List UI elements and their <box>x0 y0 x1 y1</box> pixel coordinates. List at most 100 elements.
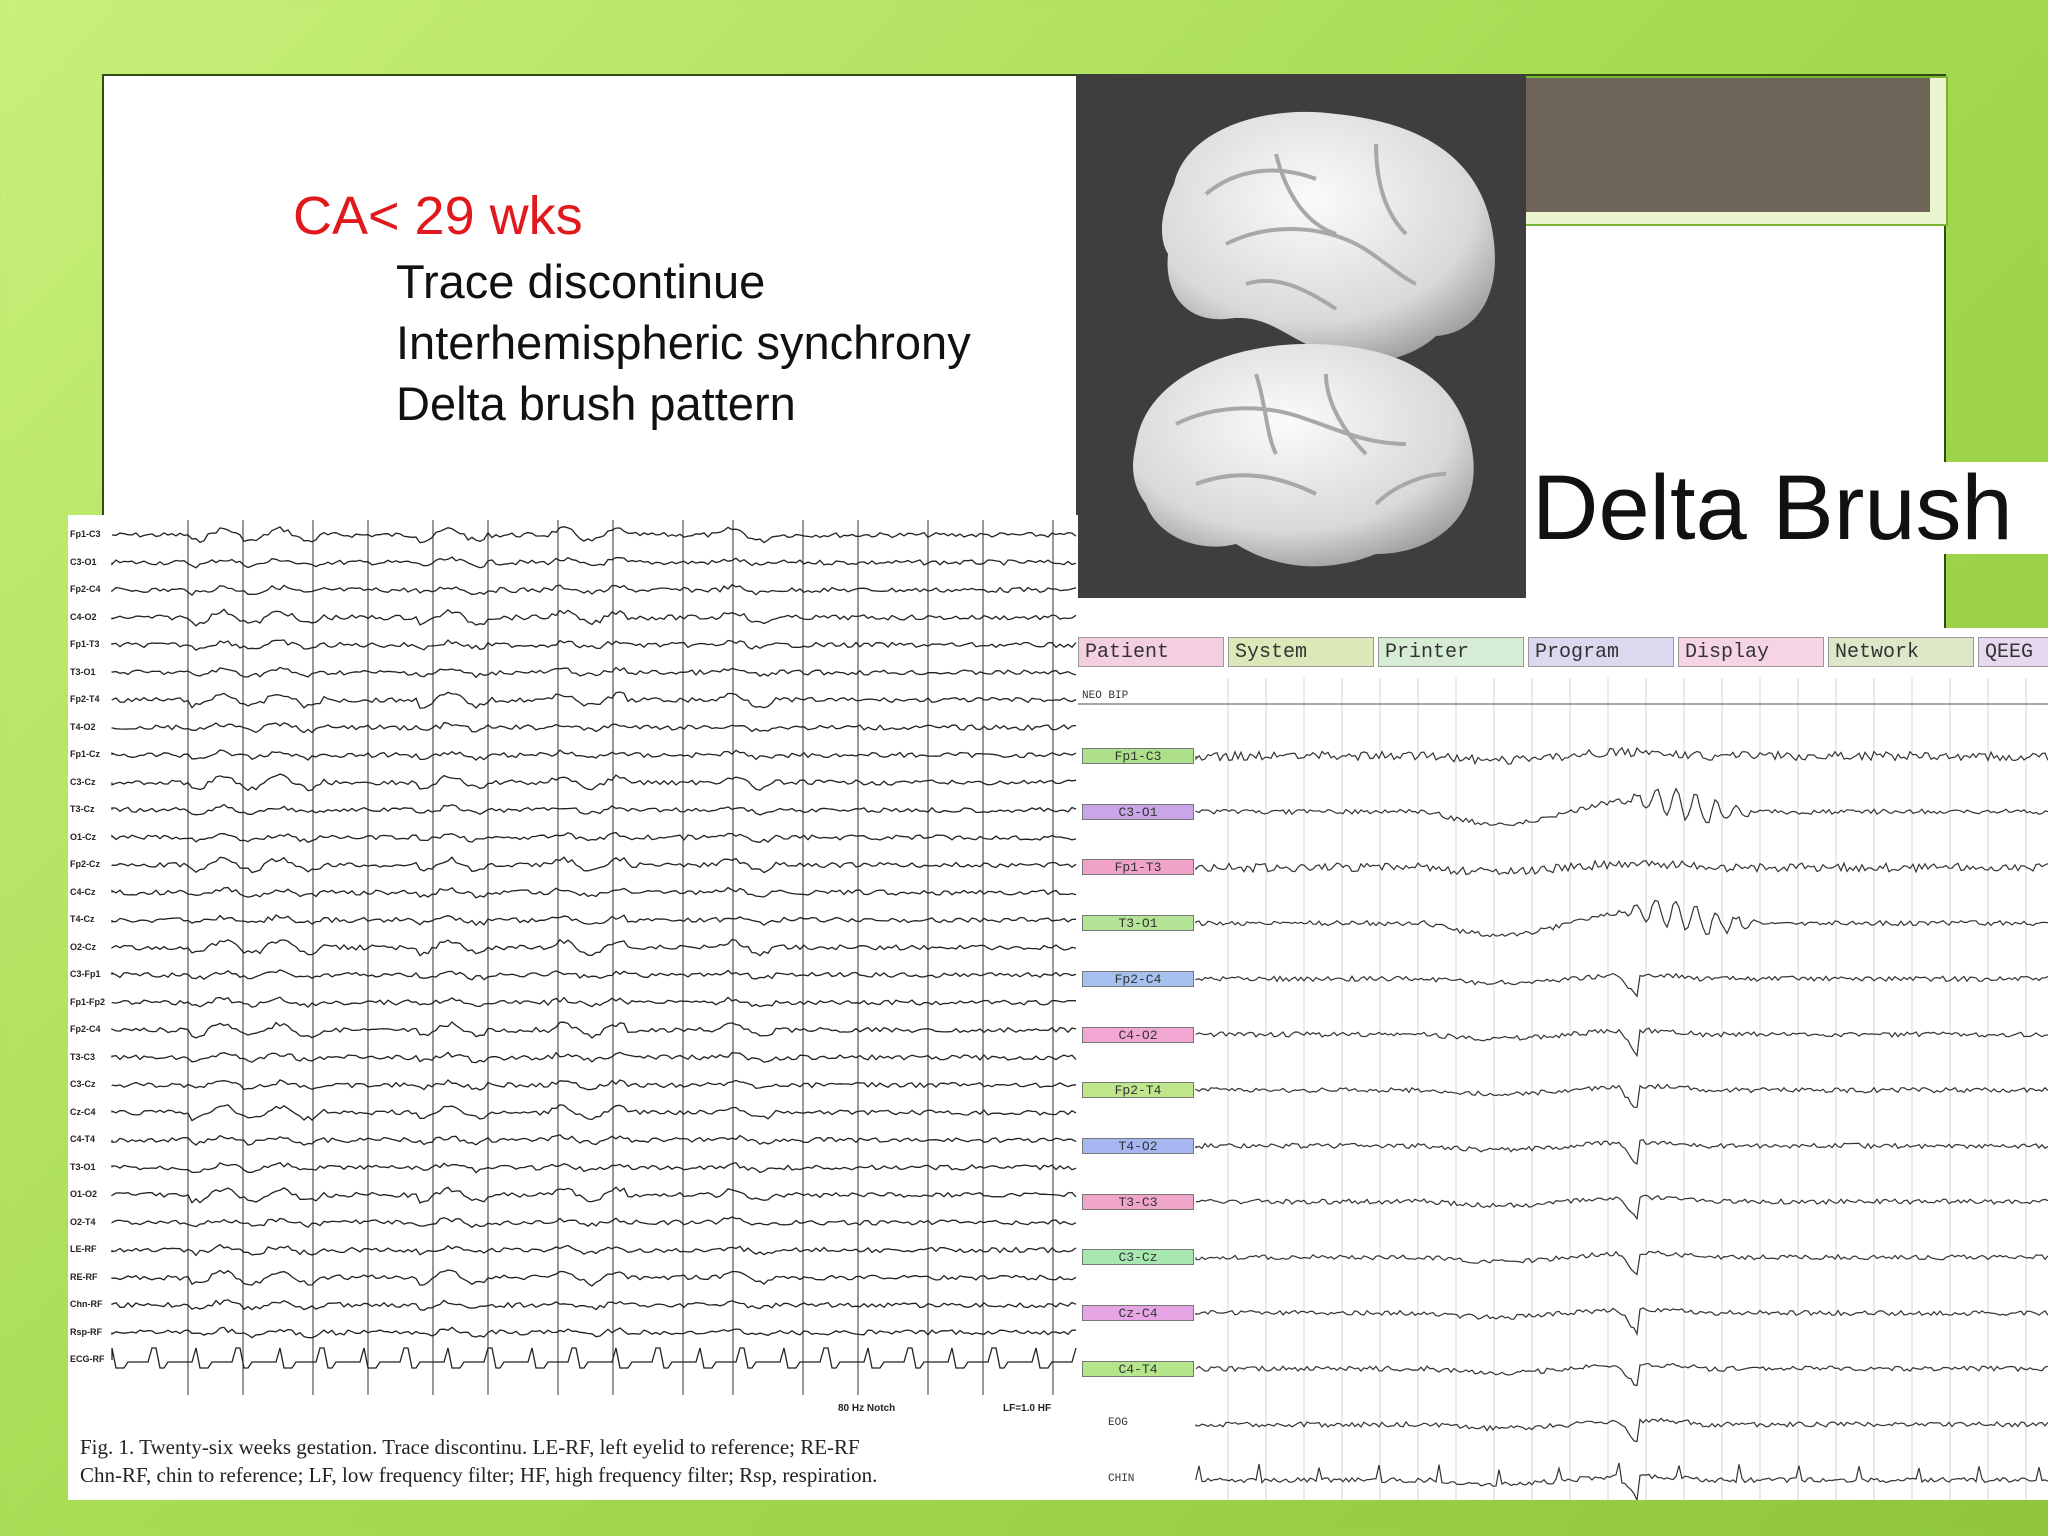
right-channel-label-c4-o2: C4-O2 <box>1082 1026 1194 1043</box>
left-trace-fp2-c4 <box>111 1021 1077 1039</box>
left-trace-o2-t4 <box>111 1216 1077 1229</box>
left-channel-label-fp1-c3: Fp1-C3 <box>70 529 101 539</box>
left-trace-t4-o2 <box>111 721 1077 734</box>
left-trace-o1-o2 <box>111 1186 1077 1204</box>
brain-illustration <box>1133 111 1495 567</box>
left-channel-label-ecg-rf: ECG-RF <box>70 1354 105 1364</box>
right-channel-label-t4-o2: T4-O2 <box>1082 1137 1194 1154</box>
left-trace-rsp-rf <box>111 1326 1076 1339</box>
left-trace-c3-fp1 <box>111 969 1077 981</box>
right-channel-label-c3-cz: C3-Cz <box>1082 1249 1194 1266</box>
left-trace-t3-cz <box>111 803 1077 816</box>
left-trace-fp1-cz <box>111 749 1077 761</box>
left-trace-c4-o2 <box>111 608 1077 627</box>
left-channel-label-fp2-c4: Fp2-C4 <box>70 1024 101 1034</box>
left-trace-c3-cz <box>111 1079 1077 1091</box>
menu-tab-qeeg[interactable]: QEEG <box>1978 637 2048 667</box>
right-channel-label-fp1-t3: Fp1-T3 <box>1082 859 1194 876</box>
left-channel-label-fp2-t4: Fp2-T4 <box>70 694 100 704</box>
menu-tab-printer[interactable]: Printer <box>1378 637 1524 667</box>
montage-label: NEO BIP <box>1082 690 1129 702</box>
left-channel-label-fp1-fp2: Fp1-Fp2 <box>70 996 105 1007</box>
left-channel-label-fp1-cz: Fp1-Cz <box>70 749 100 759</box>
left-channel-label-c4-cz: C4-Cz <box>70 886 96 897</box>
right-trace-eog <box>1195 1417 2048 1443</box>
left-channel-label-fp2-c4: Fp2-C4 <box>70 584 101 594</box>
left-trace-le-rf <box>111 1243 1077 1257</box>
left-trace-t3-o1 <box>111 666 1077 679</box>
left-channel-label-o2-cz: O2-Cz <box>70 941 97 952</box>
right-trace-c3-o1 <box>1195 787 2048 827</box>
left-channel-label-c3-cz: C3-Cz <box>70 776 96 787</box>
left-channel-label-cz-c4: Cz-C4 <box>70 1106 96 1117</box>
left-channel-label-t3-c3: T3-C3 <box>70 1051 96 1062</box>
menu-tab-patient[interactable]: Patient <box>1078 637 1224 667</box>
left-trace-o2-cz <box>111 938 1077 957</box>
filter-label: LF=1.0 HF <box>1003 1403 1052 1414</box>
left-channel-label-t4-cz: T4-Cz <box>70 914 95 924</box>
left-channel-label-c3-cz: C3-Cz <box>70 1079 96 1089</box>
left-trace-ecg-rf <box>111 1347 1077 1369</box>
left-trace-c3-o1 <box>111 556 1077 569</box>
left-eeg-traces <box>111 520 1077 1395</box>
right-trace-t3-o1 <box>1195 899 2048 938</box>
eeg-menu-bar: Patient System Printer Program Display Networ… <box>1078 637 2048 667</box>
left-trace-re-rf <box>111 1269 1077 1287</box>
left-trace-c3-cz <box>111 773 1077 792</box>
left-channel-label-fp1-t3: Fp1-T3 <box>70 639 100 649</box>
left-trace-o1-cz <box>111 831 1077 844</box>
eeg-right-recording: Patient System Printer Program Display Networ… <box>1078 628 2048 1500</box>
right-trace-t4-o2 <box>1195 1138 2048 1165</box>
left-channel-label-o2-t4: O2-T4 <box>70 1216 96 1227</box>
right-eeg-traces <box>1078 678 2048 1500</box>
left-trace-t4-cz <box>111 914 1077 927</box>
bullet-delta-brush-pattern: Delta brush pattern <box>396 377 796 430</box>
delta-brush-title: Delta Brush <box>1526 462 2048 554</box>
right-trace-cz-c4 <box>1195 1307 2048 1337</box>
left-channel-label-o1-o2: O1-O2 <box>70 1189 98 1199</box>
menu-tab-network[interactable]: Network <box>1828 637 1974 667</box>
right-trace-chin <box>1195 1462 2048 1500</box>
bullet-trace-discontinue: Trace discontinue <box>396 255 766 308</box>
caption-line-1: Fig. 1. Twenty-six weeks gestation. Trac… <box>80 1435 860 1459</box>
left-channel-label-c3-fp1: C3-Fp1 <box>70 969 101 979</box>
right-channel-label-t3-o1: T3-O1 <box>1082 915 1194 932</box>
left-channel-label-chn-rf: Chn-RF <box>70 1299 103 1309</box>
menu-tab-system[interactable]: System <box>1228 637 1374 667</box>
right-channel-label-fp2-c4: Fp2-C4 <box>1082 970 1194 987</box>
left-trace-t3-o1 <box>111 1161 1077 1174</box>
menu-tab-display[interactable]: Display <box>1678 637 1824 667</box>
left-trace-fp2-t4 <box>111 691 1077 709</box>
left-trace-fp1-c3 <box>111 526 1077 544</box>
right-channel-label-cz-c4: Cz-C4 <box>1082 1305 1194 1321</box>
figure-caption: Fig. 1. Twenty-six weeks gestation. Trac… <box>68 1433 1078 1489</box>
left-trace-fp1-fp2 <box>111 996 1076 1008</box>
left-trace-cz-c4 <box>111 1104 1077 1122</box>
notch-label: 80 Hz Notch <box>838 1403 896 1414</box>
right-trace-fp2-t4 <box>1195 1083 2048 1108</box>
right-trace-c3-cz <box>1195 1250 2048 1276</box>
eeg-left-recording: Fp1-C3 C3-O1 Fp2-C4 C4-O2 Fp1-T3 T3-O1 Fp2-T4 T… <box>68 515 1078 1500</box>
slide-heading: CA< 29 wks <box>293 186 583 246</box>
bullet-interhemispheric-synchrony: Interhemispheric synchrony <box>396 316 971 369</box>
left-trace-c4-cz <box>111 886 1077 899</box>
right-trace-fp1-t3 <box>1195 859 2048 876</box>
left-channel-label-le-rf: LE-RF <box>70 1244 97 1254</box>
right-channel-label-c3-o1: C3-O1 <box>1082 803 1194 820</box>
left-trace-chn-rf <box>111 1299 1077 1311</box>
left-trace-c4-t4 <box>111 1134 1077 1146</box>
right-channel-label-eog: EOG <box>1108 1417 1128 1430</box>
left-trace-t3-c3 <box>111 1051 1077 1064</box>
right-channel-label-fp1-c3: Fp1-C3 <box>1082 748 1194 764</box>
left-channel-label-re-rf: RE-RF <box>70 1271 98 1282</box>
left-channel-label-c4-t4: C4-T4 <box>70 1134 96 1144</box>
left-channel-label-t3-cz: T3-Cz <box>70 804 95 814</box>
left-channel-label-c4-o2: C4-O2 <box>70 611 97 622</box>
left-channel-label-t3-o1: T3-O1 <box>70 666 96 677</box>
right-channel-label-c4-t4: C4-T4 <box>1082 1360 1194 1377</box>
right-channel-label-t3-c3: T3-C3 <box>1082 1193 1194 1210</box>
left-trace-fp1-t3 <box>111 639 1077 652</box>
left-channel-label-t4-o2: T4-O2 <box>70 721 96 732</box>
menu-tab-program[interactable]: Program <box>1528 637 1674 667</box>
brain-photo <box>1076 74 1526 598</box>
